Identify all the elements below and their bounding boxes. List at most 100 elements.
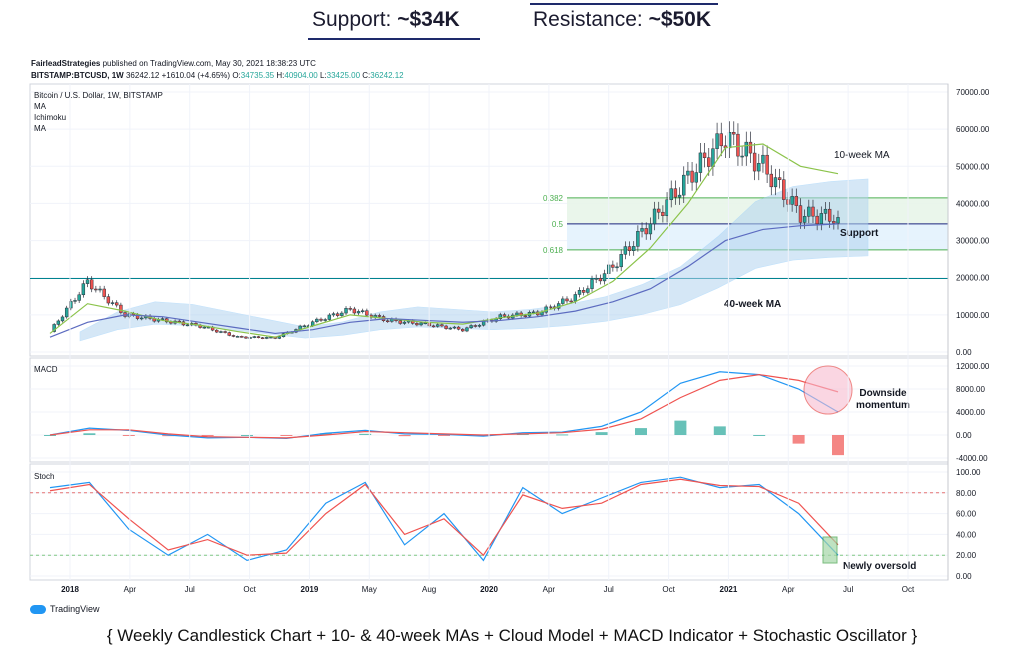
candle-body (702, 152, 707, 158)
candle-body (244, 336, 248, 339)
candle-body (769, 173, 773, 188)
candle-body (598, 278, 603, 282)
price-y-tick: 50000.00 (956, 162, 990, 171)
price-change: +1610.04 (+4.65%) (161, 71, 231, 80)
x-tick-label: 2019 (301, 585, 319, 594)
price-y-tick: 60000.00 (956, 125, 990, 134)
candle-body (573, 294, 578, 302)
candle-body (502, 314, 507, 317)
candle-body (415, 323, 419, 326)
candle-body (594, 278, 598, 280)
price-legend: Bitcoin / U.S. Dollar, 1W, BITSTAMP MA I… (34, 90, 163, 134)
resistance-label: Resistance: (533, 8, 649, 31)
support-underline (308, 38, 480, 40)
candle-body (640, 228, 644, 232)
candle-body (807, 206, 811, 217)
resistance-heading: Resistance: ~$50K (533, 8, 711, 32)
price-y-tick: 70000.00 (956, 88, 990, 97)
resistance-value: ~$50K (648, 8, 712, 31)
macd-y-tick: -4000.00 (956, 454, 988, 463)
candle-body (740, 155, 744, 158)
close-label: C: (362, 71, 371, 80)
tradingview-cloud-icon (30, 604, 46, 614)
candle-body (586, 288, 590, 293)
candle-body (581, 290, 586, 293)
fib-label: 0.382 (543, 194, 564, 203)
candle-body (331, 313, 336, 316)
ichimoku-cloud (79, 178, 869, 342)
candle-body (602, 273, 607, 282)
candle-body (348, 308, 352, 310)
candle-body (319, 318, 323, 321)
candle-body (119, 304, 123, 313)
macd-histogram-bar (201, 435, 214, 437)
oversold-highlight (822, 536, 838, 564)
candle-body (611, 264, 615, 268)
price-y-tick: 20000.00 (956, 274, 990, 283)
candle-body (827, 208, 832, 222)
candle-body (452, 326, 457, 329)
candle-body (365, 310, 369, 316)
candle-body (115, 302, 119, 306)
candle-body (565, 298, 569, 302)
annotation-momentum: momentum (856, 400, 910, 411)
candle-body (419, 322, 423, 326)
candle-body (444, 325, 448, 329)
candle-body (323, 319, 327, 321)
candle-body (81, 283, 86, 296)
macd-y-tick: 0.00 (956, 431, 972, 440)
publish-info: FairleadStrategies published on TradingV… (31, 59, 316, 68)
candle-body (523, 315, 528, 317)
close-value: 36242.12 (370, 71, 404, 80)
candle-body (465, 327, 469, 332)
candle-body (448, 327, 452, 330)
candle-body (469, 325, 473, 329)
candle-body (815, 215, 819, 225)
macd-histogram-bar (44, 435, 56, 436)
candle-body (590, 279, 594, 289)
macd-histogram-bar (792, 435, 805, 444)
x-tick-label: 2018 (61, 585, 79, 594)
x-tick-label: Oct (662, 585, 675, 594)
candle-body (477, 324, 482, 327)
low-value: 33425.00 (326, 71, 361, 80)
support-label: Support: (312, 8, 398, 31)
candle-body (386, 320, 390, 322)
candle-body (644, 228, 648, 235)
signal-line (49, 374, 839, 439)
candle-body (69, 301, 73, 309)
stoch-y-tick: 20.00 (956, 551, 977, 560)
candle-body (715, 133, 719, 149)
macd-histogram-bar (753, 435, 766, 436)
candle-body (56, 320, 61, 325)
candle-body (327, 314, 332, 320)
candle-body (340, 312, 344, 316)
candle-body (736, 133, 740, 157)
candle-body (260, 337, 265, 339)
header: Support: ~$34K Resistance: ~$50K (0, 0, 1024, 44)
x-tick-label: 2020 (480, 585, 498, 594)
macd-histogram-bar (398, 435, 411, 437)
candle-body (790, 196, 794, 205)
candle-body (819, 213, 824, 225)
x-tick-label: 2021 (720, 585, 738, 594)
author[interactable]: FairleadStrategies (31, 59, 101, 68)
candle-body (777, 177, 782, 180)
stoch-y-tick: 80.00 (956, 489, 977, 498)
candle-body (832, 221, 836, 224)
candle-body (219, 331, 223, 333)
x-tick-label: Oct (243, 585, 256, 594)
tradingview-logo[interactable]: TradingView (30, 604, 100, 614)
annotation-10-week-ma: 10-week MA (834, 150, 890, 161)
candle-body (160, 318, 165, 320)
x-tick-label: Jul (185, 585, 195, 594)
candle-body (102, 288, 106, 297)
x-tick-label: Apr (124, 585, 137, 594)
candle-body (440, 324, 444, 327)
candle-body (823, 208, 828, 214)
candle-body (94, 288, 98, 291)
candle-body (798, 205, 803, 223)
candle-body (757, 163, 761, 172)
support-value: ~$34K (397, 8, 460, 31)
